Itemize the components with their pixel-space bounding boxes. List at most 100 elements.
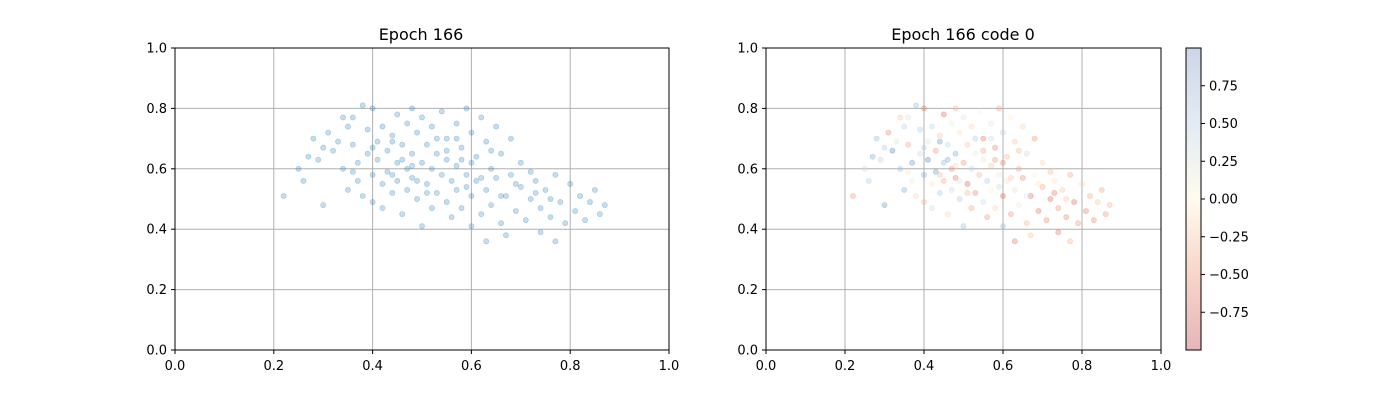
panel-right-title: Epoch 166 code 0 — [891, 25, 1035, 44]
right-scatter-point — [1027, 232, 1034, 239]
right-ytick-label: 0.2 — [737, 283, 758, 298]
right-scatter-point — [1004, 177, 1010, 184]
right-scatter-point — [940, 177, 947, 184]
right-scatter-point — [960, 223, 967, 230]
right-scatter-point — [1090, 217, 1097, 224]
right-xtick-label: 0.2 — [835, 359, 856, 374]
left-scatter-point — [483, 238, 490, 245]
colorbar-tick-label: −0.50 — [1209, 268, 1249, 283]
right-scatter-point — [932, 147, 939, 154]
left-scatter-point — [369, 171, 376, 178]
left-scatter-point — [349, 114, 356, 121]
right-scatter-point — [964, 190, 971, 196]
right-scatter-point — [952, 174, 959, 181]
right-scatter-point — [905, 114, 912, 121]
left-scatter-point — [424, 180, 430, 187]
right-scatter-point — [980, 135, 987, 142]
colorbar-tick-label: −0.25 — [1209, 230, 1249, 245]
right-scatter-point — [1059, 187, 1066, 193]
left-scatter-point — [409, 150, 416, 157]
right-scatter-point — [861, 165, 868, 172]
left-scatter-point — [552, 171, 559, 178]
right-scatter-point — [921, 171, 927, 178]
left-scatter-point — [369, 199, 376, 205]
right-scatter-point — [921, 144, 927, 151]
left-scatter-point — [409, 174, 416, 181]
right-scatter-point — [964, 180, 971, 187]
right-scatter-point — [992, 156, 998, 163]
right-scatter-point — [901, 187, 908, 193]
left-scatter-point — [567, 180, 574, 187]
left-scatter-point — [433, 150, 440, 157]
left-scatter-point — [601, 202, 608, 208]
left-scatter-point — [503, 193, 509, 199]
left-scatter-point — [379, 123, 386, 130]
right-scatter-point — [936, 138, 943, 145]
left-scatter-point — [443, 199, 450, 205]
left-scatter-point — [340, 165, 346, 172]
left-scatter-point — [364, 150, 371, 157]
right-scatter-point — [917, 150, 923, 157]
left-scatter-point — [414, 129, 420, 136]
right-scatter-point — [968, 123, 975, 130]
right-scatter-point — [917, 126, 923, 133]
right-scatter-point — [972, 150, 979, 157]
right-scatter-point — [976, 108, 983, 115]
left-scatter-point — [428, 165, 435, 172]
left-scatter-point — [468, 193, 475, 199]
right-ytick-label: 0.4 — [737, 223, 758, 238]
right-scatter-point — [1023, 150, 1030, 157]
right-scatter-point — [873, 135, 880, 142]
left-scatter-point — [320, 144, 327, 151]
right-ytick-label: 0.0 — [737, 344, 758, 359]
left-scatter-point — [305, 153, 312, 160]
right-xtick-label: 0.6 — [993, 359, 1014, 374]
left-scatter-point — [335, 138, 341, 145]
right-xtick-label: 0.4 — [914, 359, 935, 374]
left-scatter-point — [498, 193, 504, 199]
right-scatter-point — [1000, 129, 1006, 136]
left-scatter-point — [384, 147, 391, 154]
right-scatter-point — [1031, 171, 1038, 178]
right-scatter-point — [984, 214, 991, 221]
left-scatter-point — [399, 211, 406, 217]
right-scatter-point — [1019, 174, 1026, 181]
right-scatter-point — [1035, 180, 1042, 187]
left-scatter-point — [389, 132, 396, 139]
left-scatter-point — [458, 144, 465, 151]
left-ytick-label: 0.4 — [146, 223, 167, 238]
right-xtick-label: 0.8 — [1072, 359, 1093, 374]
left-xtick-label: 0.8 — [560, 359, 581, 374]
left-scatter-point — [498, 220, 504, 227]
left-scatter-point — [587, 199, 593, 205]
left-xtick-label: 1.0 — [659, 359, 680, 374]
left-ytick-label: 0.0 — [146, 344, 167, 359]
left-scatter-point — [478, 114, 485, 121]
left-scatter-point — [389, 171, 396, 178]
right-scatter-point — [960, 114, 967, 121]
left-scatter-point — [433, 135, 440, 142]
left-scatter-point — [512, 180, 519, 187]
left-scatter-point — [325, 129, 332, 136]
right-scatter-point — [1023, 220, 1030, 227]
left-scatter-point — [354, 177, 361, 184]
right-scatter-point — [1098, 187, 1105, 193]
left-scatter-point — [512, 208, 519, 214]
left-scatter-point — [508, 135, 514, 142]
panel-right-frame — [765, 47, 1162, 351]
right-scatter-point — [1094, 199, 1101, 205]
left-scatter-point — [404, 165, 411, 172]
left-scatter-point — [389, 138, 396, 145]
colorbar-tick-label: 0.00 — [1209, 193, 1238, 208]
left-scatter-point — [374, 156, 381, 163]
right-scatter-point — [865, 177, 872, 184]
left-scatter-point — [419, 223, 425, 230]
right-scatter-point — [992, 144, 998, 151]
right-scatter-point — [1055, 205, 1062, 211]
left-scatter-point — [503, 232, 509, 239]
right-scatter-point — [885, 129, 892, 136]
left-scatter-point — [448, 177, 455, 184]
right-scatter-point — [1067, 171, 1074, 178]
right-scatter-point — [988, 187, 995, 193]
right-scatter-point — [952, 105, 959, 112]
